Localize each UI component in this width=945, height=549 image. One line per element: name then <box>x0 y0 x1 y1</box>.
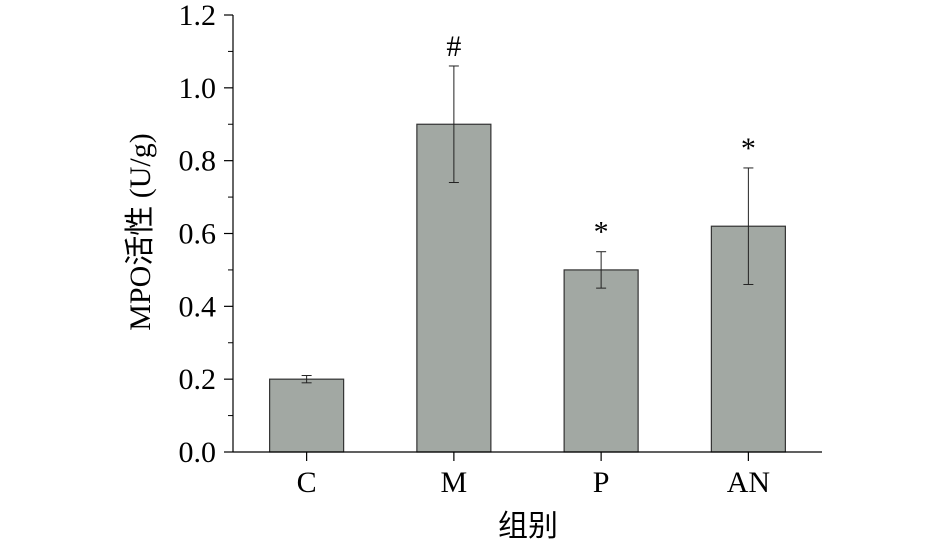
x-tick-label-p: P <box>593 466 610 499</box>
error-bars <box>301 65 754 384</box>
y-tick-label: 1.0 <box>179 72 217 105</box>
x-tick-label-c: C <box>297 466 317 499</box>
plot-bars <box>269 123 786 453</box>
bar-p <box>563 269 639 453</box>
y-axis: 0.0 0.2 0.4 0.6 0.8 1.0 1.2 <box>179 0 234 469</box>
error-bar-c <box>301 375 312 384</box>
significance-mark-m: # <box>446 30 461 63</box>
y-axis-title: MPO活性 (U/g) <box>124 133 157 331</box>
error-bar-an <box>743 167 754 285</box>
significance-mark-p: * <box>594 216 609 249</box>
x-axis-title: 组别 <box>498 510 558 543</box>
bar-c <box>269 378 345 453</box>
y-tick-label: 1.2 <box>179 0 217 32</box>
significance-mark-an: * <box>741 132 756 165</box>
error-bar-p <box>596 251 607 289</box>
y-tick-label: 0.8 <box>179 145 217 178</box>
significance-marks: # * * <box>446 30 756 249</box>
y-tick-label: 0.6 <box>179 218 217 251</box>
y-tick-label: 0.4 <box>179 290 217 323</box>
x-tick-label-m: M <box>441 466 468 499</box>
y-tick-label: 0.0 <box>179 436 217 469</box>
error-bar-m <box>448 65 459 184</box>
y-tick-label: 0.2 <box>179 363 217 396</box>
x-axis: C M P AN <box>233 451 822 499</box>
x-tick-label-an: AN <box>727 466 770 499</box>
